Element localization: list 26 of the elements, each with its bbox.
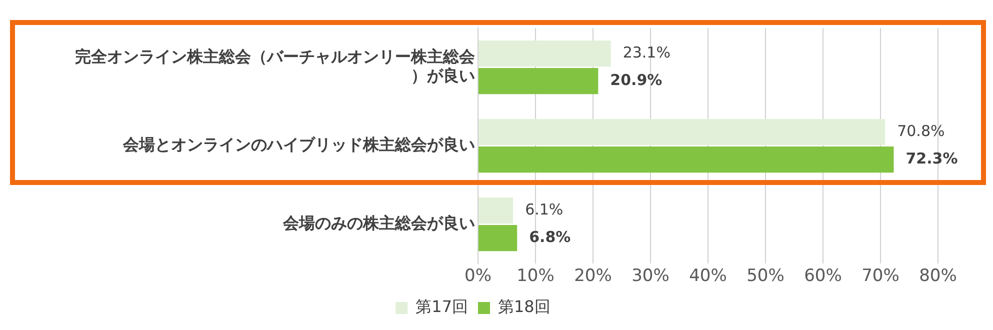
bar bbox=[478, 68, 598, 94]
bar bbox=[478, 225, 518, 252]
bar bbox=[478, 198, 514, 224]
x-tick-label: 40% bbox=[689, 266, 727, 286]
y-tick-label: 完全オンライン株主総会（バーチャルオンリー株主総会）が良い bbox=[75, 46, 476, 86]
x-tick-label: 0% bbox=[464, 266, 492, 286]
y-tick-label: 会場とオンラインのハイブリッド株主総会が良い bbox=[122, 134, 475, 154]
data-label: 6.1% bbox=[525, 200, 564, 218]
bar bbox=[478, 146, 894, 173]
data-label: 70.8% bbox=[897, 122, 945, 140]
x-tick-label: 50% bbox=[746, 266, 784, 286]
data-label: 72.3% bbox=[906, 149, 958, 168]
bar bbox=[478, 40, 611, 67]
bar bbox=[478, 119, 886, 146]
data-label: 6.8% bbox=[529, 228, 571, 246]
x-tick-label: 60% bbox=[804, 266, 842, 286]
x-tick-label: 20% bbox=[574, 266, 612, 286]
x-tick-label: 70% bbox=[862, 266, 900, 286]
data-label: 20.9% bbox=[610, 70, 662, 89]
y-tick-label: 会場のみの株主総会が良い bbox=[282, 213, 475, 232]
legend-label: 第18回 bbox=[498, 297, 550, 316]
x-tick-label: 80% bbox=[919, 266, 957, 286]
legend-label: 第17回 bbox=[416, 297, 468, 316]
x-tick-label: 30% bbox=[632, 266, 670, 286]
data-label: 23.1% bbox=[622, 43, 670, 62]
x-tick-label: 10% bbox=[516, 266, 554, 286]
